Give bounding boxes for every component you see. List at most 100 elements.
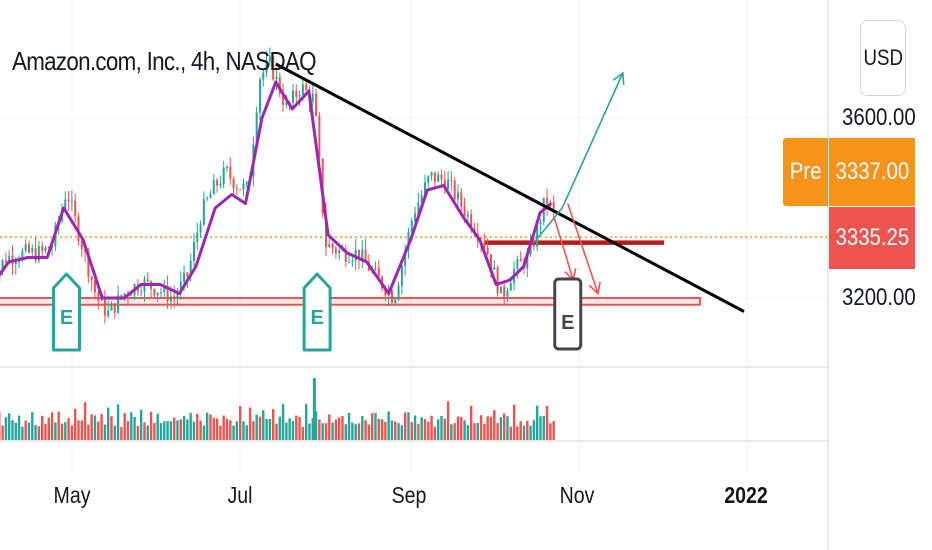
candle-body-95 [301, 84, 304, 95]
candle-body-107 [341, 250, 344, 252]
volume-bar-128 [410, 422, 413, 440]
earnings-marker-1[interactable]: E [302, 272, 332, 352]
candle-body-118 [377, 268, 380, 277]
volume-bar-95 [301, 426, 305, 440]
candle-body-105 [334, 248, 337, 254]
candle-body-140 [450, 179, 453, 181]
moving-average [0, 80, 553, 300]
candle-body-48 [146, 279, 149, 282]
candle-body-13 [31, 248, 34, 253]
volume-bar-110 [351, 422, 354, 440]
bullish-arrow-head [612, 71, 625, 86]
candle-body-84 [265, 61, 268, 73]
volume-bar-114 [364, 420, 367, 440]
currency-button[interactable]: USD [860, 20, 906, 96]
volume-bar-161 [519, 421, 522, 440]
candle-body-5 [4, 260, 7, 263]
candle-body-157 [506, 290, 509, 297]
volume-bar-132 [423, 419, 427, 440]
volume-bar-119 [380, 419, 384, 440]
moving-average-line [0, 80, 553, 300]
volume-bar-165 [532, 420, 536, 440]
volume-bar-78 [245, 425, 248, 440]
candle-body-30 [87, 251, 90, 277]
candle-body-61 [189, 260, 192, 278]
x-axis-label-may: May [53, 482, 91, 508]
volume-bar-123 [394, 421, 397, 440]
volume-bar-47 [143, 422, 146, 440]
volume-bar-67 [209, 414, 212, 440]
candle-body-92 [291, 90, 294, 103]
candle-body-167 [539, 222, 542, 224]
candle-body-127 [407, 231, 410, 251]
volume-bar-99 [314, 410, 318, 440]
volume-bar-153 [493, 410, 496, 440]
volume-bar-164 [529, 425, 532, 440]
volume-bar-163 [526, 420, 529, 440]
volume-bar-86 [271, 409, 275, 440]
volume-bar-124 [397, 423, 400, 440]
candle-body-93 [295, 90, 298, 97]
volume-bar-112 [357, 423, 361, 440]
volume-bar-103 [328, 414, 331, 440]
candle-body-85 [268, 56, 271, 62]
premarket-price-tag: 3337.00 [829, 138, 915, 206]
volume-bar-159 [512, 404, 516, 440]
volume-bar-54 [166, 421, 169, 440]
candle-body-36 [107, 310, 110, 316]
volume-bar-171 [552, 420, 555, 440]
candle-body-37 [110, 303, 113, 311]
earnings-marker-2[interactable]: E [553, 277, 583, 351]
volume-bar-140 [450, 424, 453, 440]
volume-bar-55 [169, 421, 173, 440]
candle-body-67 [209, 194, 212, 199]
volume-bar-39 [116, 404, 120, 440]
candle-body-11 [24, 244, 27, 251]
candle-body-114 [364, 249, 367, 262]
candle-body-4 [1, 260, 4, 270]
volume-bar-57 [176, 420, 179, 440]
volume-bar-96 [304, 404, 308, 440]
candle-body-31 [90, 276, 93, 281]
volume-bar-25 [70, 425, 74, 440]
volume-bar-44 [133, 416, 136, 440]
candle-body-77 [242, 183, 245, 190]
candle-body-129 [414, 213, 417, 221]
candle-body-16 [41, 246, 44, 251]
candle-body-73 [229, 166, 232, 179]
volume-bar-21 [57, 411, 60, 440]
volume-bar-101 [321, 423, 324, 440]
volume-bar-42 [126, 421, 130, 440]
candle-body-117 [374, 268, 377, 270]
downtrend-line [275, 62, 745, 313]
volume-bar-102 [324, 423, 328, 440]
chart-title: Amazon.com, Inc., 4h, NASDAQ [12, 46, 317, 76]
candle-body-109 [348, 261, 351, 263]
candle-body-135 [433, 172, 436, 182]
candle-body-62 [192, 242, 195, 261]
volume-bar-61 [189, 412, 192, 440]
premarket-tag: Pre [783, 138, 828, 206]
volume-bar-40 [120, 426, 123, 440]
candle-body-69 [216, 180, 219, 186]
candle-body-15 [37, 246, 40, 261]
volume-bar-133 [427, 421, 430, 440]
volume-bar-27 [77, 420, 80, 440]
volume-bar-156 [502, 413, 506, 440]
candle-body-83 [262, 72, 265, 80]
volume-bar-126 [403, 412, 407, 440]
price-axis-label-3600: 3600.00 [842, 104, 916, 131]
volume-bar-92 [291, 420, 295, 440]
candle-body-75 [235, 188, 238, 190]
trend-drawings [275, 62, 745, 313]
x-axis-label-sep: Sep [391, 482, 427, 508]
earnings-marker-shape-1 [302, 272, 332, 352]
candle-body-58 [179, 281, 182, 294]
candle-body-153 [493, 267, 496, 270]
volume-bar-65 [202, 425, 206, 440]
earnings-marker-0[interactable]: E [51, 272, 81, 352]
volume-bar-88 [278, 416, 281, 440]
candle-body-81 [255, 112, 258, 145]
